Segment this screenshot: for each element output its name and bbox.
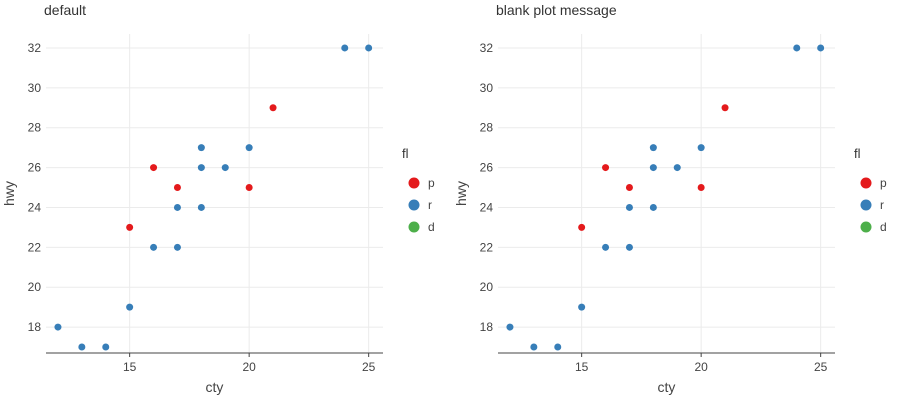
grid-lines — [46, 34, 383, 353]
x-axis-label: cty — [658, 379, 676, 395]
legend-label: p — [428, 176, 435, 190]
data-point-r[interactable] — [197, 144, 205, 152]
legend-item-r[interactable]: r — [860, 198, 885, 212]
data-point-r[interactable] — [506, 323, 514, 331]
legend-swatch — [860, 199, 872, 211]
legend-label: r — [880, 198, 884, 212]
x-tick-label: 20 — [694, 360, 708, 374]
legend-label: r — [428, 198, 432, 212]
data-point-r[interactable] — [697, 144, 705, 152]
data-point-r[interactable] — [54, 323, 62, 331]
legend-label: p — [880, 176, 887, 190]
y-tick-label: 18 — [28, 320, 42, 334]
data-point-r[interactable] — [197, 203, 205, 211]
legend-title: fl — [402, 146, 409, 161]
y-axis-label: hwy — [1, 181, 17, 206]
data-point-r[interactable] — [673, 164, 681, 172]
x-tick-label: 25 — [814, 360, 828, 374]
data-point-r[interactable] — [150, 243, 158, 251]
legend-item-d[interactable]: d — [860, 220, 887, 234]
data-point-p[interactable] — [578, 223, 586, 231]
data-point-p[interactable] — [602, 164, 610, 172]
y-tick-label: 26 — [480, 161, 494, 175]
data-point-r[interactable] — [341, 44, 349, 52]
data-point-r[interactable] — [649, 203, 657, 211]
data-point-p[interactable] — [173, 184, 181, 192]
data-points — [506, 44, 825, 351]
data-point-r[interactable] — [649, 164, 657, 172]
legend-swatch — [860, 221, 872, 233]
data-point-r[interactable] — [173, 243, 181, 251]
y-axis-label: hwy — [453, 181, 469, 206]
y-tick-label: 32 — [480, 41, 494, 55]
x-tick-label: 20 — [242, 360, 256, 374]
chart-title: default — [44, 2, 86, 18]
data-point-r[interactable] — [245, 144, 253, 152]
data-point-r[interactable] — [126, 303, 134, 311]
data-point-r[interactable] — [78, 343, 86, 351]
scatter-chart-default: default 15 20 25 18 20 22 24 26 28 30 32 cty hwy fl prd — [1, 2, 435, 395]
y-tick-label: 20 — [28, 280, 42, 294]
chart-title: blank plot message — [496, 2, 617, 18]
y-tick-label: 22 — [480, 240, 494, 254]
data-point-r[interactable] — [530, 343, 538, 351]
legend: fl prd — [854, 146, 887, 234]
legend-label: d — [880, 220, 887, 234]
scatter-chart-blank-plot-message: blank plot message 15 20 25 18 20 22 24 26 28 30 32… — [453, 2, 887, 395]
data-point-r[interactable] — [625, 203, 633, 211]
x-tick-label: 15 — [123, 360, 137, 374]
data-point-r[interactable] — [625, 243, 633, 251]
data-point-r[interactable] — [793, 44, 801, 52]
y-tick-label: 24 — [480, 200, 494, 214]
data-point-p[interactable] — [625, 184, 633, 192]
legend: fl prd — [402, 146, 435, 234]
data-point-r[interactable] — [649, 144, 657, 152]
x-tick-label: 15 — [575, 360, 589, 374]
legend-swatch — [860, 177, 872, 189]
x-axis-label: cty — [206, 379, 224, 395]
chart-panel-blank-plot-message: blank plot message 15 20 25 18 20 22 24 26 28 30 32… — [452, 0, 900, 400]
legend-item-p[interactable]: p — [408, 176, 436, 190]
y-tick-label: 26 — [28, 161, 42, 175]
legend-item-p[interactable]: p — [860, 176, 888, 190]
data-point-p[interactable] — [721, 104, 729, 112]
y-tick-label: 28 — [28, 121, 42, 135]
legend-swatch — [408, 177, 420, 189]
data-point-p[interactable] — [150, 164, 158, 172]
data-point-r[interactable] — [197, 164, 205, 172]
grid-lines — [498, 34, 835, 353]
data-point-p[interactable] — [126, 223, 134, 231]
legend-item-r[interactable]: r — [408, 198, 433, 212]
legend-swatch — [408, 199, 420, 211]
y-tick-label: 20 — [480, 280, 494, 294]
y-tick-label: 30 — [480, 81, 494, 95]
legend-item-d[interactable]: d — [408, 220, 435, 234]
data-point-r[interactable] — [578, 303, 586, 311]
y-tick-label: 24 — [28, 200, 42, 214]
y-tick-label: 18 — [480, 320, 494, 334]
data-point-r[interactable] — [173, 203, 181, 211]
data-point-r[interactable] — [102, 343, 110, 351]
chart-panel-default: default 15 20 25 18 20 22 24 26 28 30 32 cty hwy fl p r d — [0, 0, 450, 400]
data-point-r[interactable] — [221, 164, 229, 172]
data-point-r[interactable] — [817, 44, 825, 52]
data-point-p[interactable] — [697, 184, 705, 192]
x-tick-label: 25 — [362, 360, 376, 374]
data-points — [54, 44, 373, 351]
legend-label: d — [428, 220, 435, 234]
data-point-p[interactable] — [269, 104, 277, 112]
y-tick-label: 30 — [28, 81, 42, 95]
y-tick-label: 32 — [28, 41, 42, 55]
y-tick-label: 28 — [480, 121, 494, 135]
data-point-r[interactable] — [554, 343, 562, 351]
legend-swatch — [408, 221, 420, 233]
data-point-p[interactable] — [245, 184, 253, 192]
data-point-r[interactable] — [365, 44, 373, 52]
y-tick-label: 22 — [28, 240, 42, 254]
data-point-r[interactable] — [602, 243, 610, 251]
legend-title: fl — [854, 146, 861, 161]
